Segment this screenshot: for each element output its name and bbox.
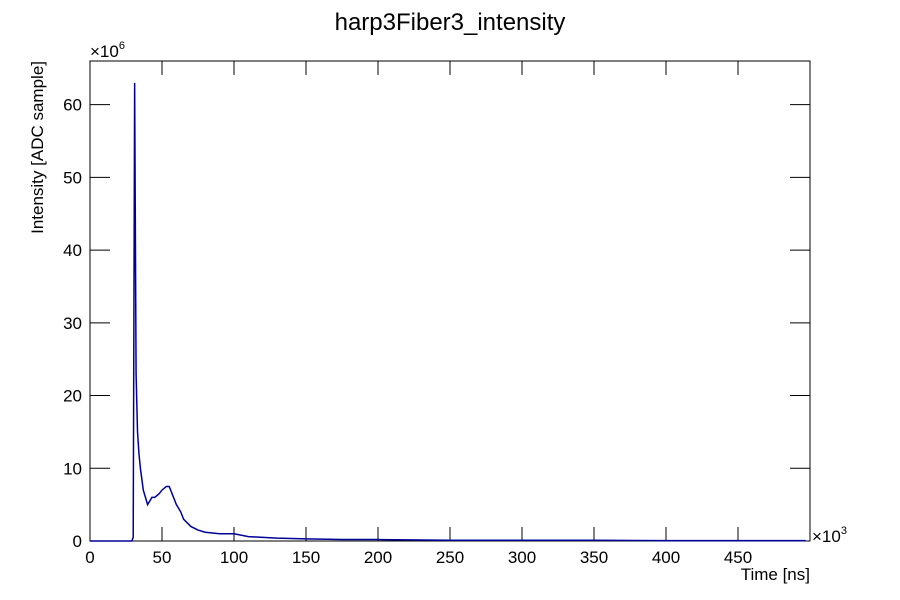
x-axis-label: Time [ns] [741, 565, 810, 584]
y-axis-label: Intensity [ADC sample] [28, 61, 47, 234]
y-tick-label: 40 [63, 241, 82, 260]
y-tick-label: 60 [63, 96, 82, 115]
y-multiplier-base: ×10 [90, 42, 119, 61]
x-tick-label: 0 [85, 548, 94, 567]
x-tick-label: 250 [436, 548, 464, 567]
y-multiplier: ×106 [90, 40, 125, 61]
x-tick-label: 100 [220, 548, 248, 567]
x-tick-label: 150 [292, 548, 320, 567]
y-multiplier-exponent: 6 [119, 40, 125, 52]
x-multiplier-exponent: 3 [841, 525, 847, 537]
y-tick-label: 10 [63, 459, 82, 478]
x-tick-label: 400 [652, 548, 680, 567]
x-tick-label: 450 [724, 548, 752, 567]
y-tick-label: 20 [63, 387, 82, 406]
x-tick-label: 350 [580, 548, 608, 567]
x-tick-label: 200 [364, 548, 392, 567]
data-line [90, 82, 806, 542]
x-tick-label: 50 [153, 548, 172, 567]
chart-title: harp3Fiber3_intensity [335, 9, 566, 36]
y-tick-label: 30 [63, 314, 82, 333]
x-multiplier: ×103 [812, 525, 847, 546]
y-tick-label: 50 [63, 168, 82, 187]
x-tick-label: 300 [508, 548, 536, 567]
y-tick-label: 0 [73, 532, 82, 551]
x-multiplier-base: ×10 [812, 527, 841, 546]
